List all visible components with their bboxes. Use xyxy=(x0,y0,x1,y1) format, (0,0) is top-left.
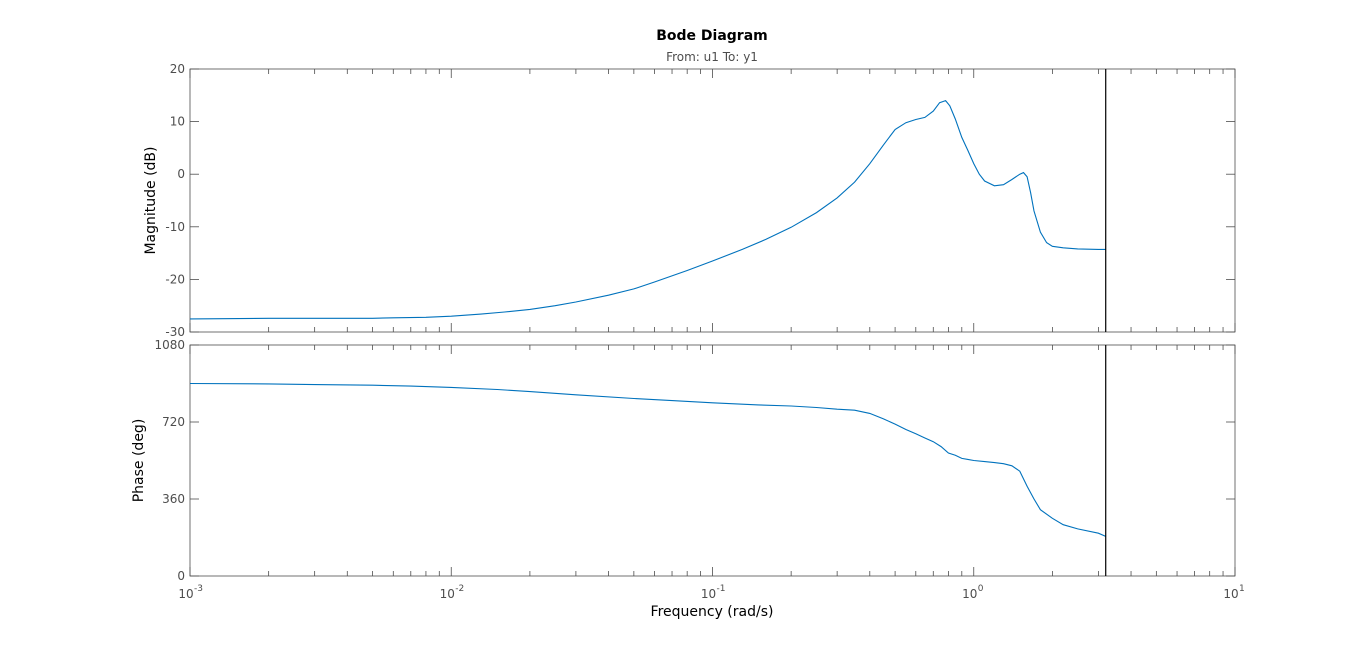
y-tick-label: 720 xyxy=(162,415,185,429)
y-tick-label: 20 xyxy=(170,62,185,76)
y-tick-label: 10 xyxy=(170,115,185,129)
x-tick-label: 10 xyxy=(178,587,193,601)
y-tick-label: 0 xyxy=(177,569,185,583)
x-axis-label: Frequency (rad/s) xyxy=(651,604,774,620)
chart-title: Bode Diagram xyxy=(656,28,768,44)
x-tick-exponent: 1 xyxy=(1239,584,1245,594)
x-tick-label: 10 xyxy=(962,587,977,601)
x-tick-exponent: -3 xyxy=(194,584,203,594)
y-tick-label: -30 xyxy=(165,325,185,339)
magnitude-y-axis-label: Magnitude (dB) xyxy=(143,146,159,254)
y-tick-label: -10 xyxy=(165,220,185,234)
chart-subtitle: From: u1 To: y1 xyxy=(666,50,758,64)
y-tick-label: -20 xyxy=(165,272,185,286)
phase-axes: 0 360 720 1080 Phase (deg) xyxy=(131,338,1236,583)
magnitude-axes: -30 -20 -10 0 10 20 Magnitude (dB) xyxy=(143,62,1236,339)
magnitude-axes-box xyxy=(189,68,1236,333)
y-tick-label: 1080 xyxy=(154,338,185,352)
y-tick-label: 360 xyxy=(162,492,185,506)
phase-y-axis-label: Phase (deg) xyxy=(131,419,147,503)
magnitude-curve xyxy=(189,99,1106,320)
phase-curve xyxy=(189,382,1106,537)
y-tick-label: 0 xyxy=(177,167,185,181)
x-tick-label: 10 xyxy=(701,587,716,601)
x-tick-exponent: -1 xyxy=(717,584,726,594)
x-tick-label: 10 xyxy=(1223,587,1238,601)
x-tick-exponent: -2 xyxy=(455,584,464,594)
phase-axes-box xyxy=(189,344,1236,577)
x-tick-label: 10 xyxy=(440,587,455,601)
x-tick-exponent: 0 xyxy=(978,584,984,594)
